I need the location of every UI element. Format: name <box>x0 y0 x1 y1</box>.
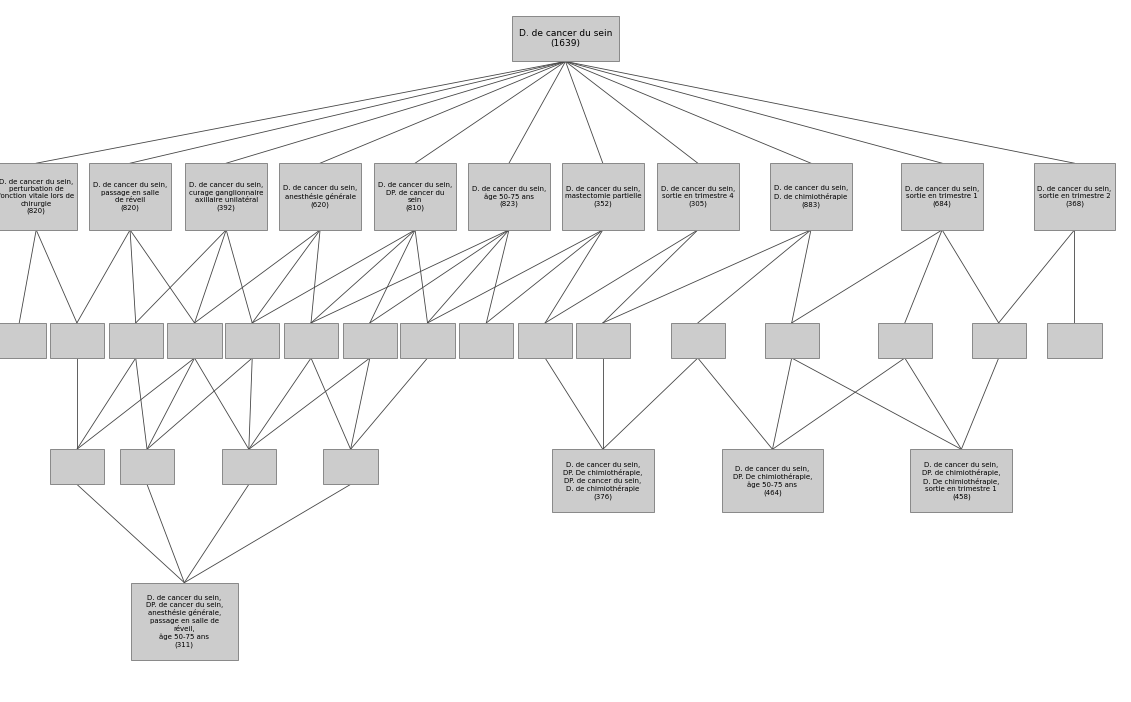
FancyBboxPatch shape <box>910 449 1012 512</box>
FancyBboxPatch shape <box>109 323 163 358</box>
FancyBboxPatch shape <box>765 323 819 358</box>
FancyBboxPatch shape <box>225 323 279 358</box>
FancyBboxPatch shape <box>901 164 983 230</box>
FancyBboxPatch shape <box>518 323 572 358</box>
FancyBboxPatch shape <box>671 323 725 358</box>
Text: D. de cancer du sein,
sortie en trimestre 2
(368): D. de cancer du sein, sortie en trimestr… <box>1037 186 1112 207</box>
Text: D. de cancer du sein
(1639): D. de cancer du sein (1639) <box>519 29 612 48</box>
Text: D. de cancer du sein,
anesthésie générale
(620): D. de cancer du sein, anesthésie général… <box>283 185 357 208</box>
FancyBboxPatch shape <box>89 164 171 230</box>
FancyBboxPatch shape <box>878 323 932 358</box>
Text: D. de cancer du sein,
DP. de cancer du sein,
anesthésie générale,
passage en sal: D. de cancer du sein, DP. de cancer du s… <box>146 595 223 648</box>
FancyBboxPatch shape <box>50 449 104 484</box>
FancyBboxPatch shape <box>323 449 378 484</box>
FancyBboxPatch shape <box>50 323 104 358</box>
FancyBboxPatch shape <box>343 323 397 358</box>
FancyBboxPatch shape <box>657 164 739 230</box>
FancyBboxPatch shape <box>552 449 654 512</box>
FancyBboxPatch shape <box>222 449 276 484</box>
FancyBboxPatch shape <box>468 164 550 230</box>
FancyBboxPatch shape <box>185 164 267 230</box>
Text: D. de cancer du sein,
DP. De chimiothérapie,
âge 50-75 ans
(464): D. de cancer du sein, DP. De chimiothéra… <box>733 466 812 496</box>
FancyBboxPatch shape <box>1034 164 1115 230</box>
Text: D. de cancer du sein,
sortie en trimestre 1
(684): D. de cancer du sein, sortie en trimestr… <box>905 186 979 207</box>
Text: D. de cancer du sein,
âge 50-75 ans
(823): D. de cancer du sein, âge 50-75 ans (823… <box>472 186 546 207</box>
Text: D. de cancer du sein,
sortie en trimestre 4
(305): D. de cancer du sein, sortie en trimestr… <box>661 186 735 207</box>
Text: D. de cancer du sein,
mastectomie partielle
(352): D. de cancer du sein, mastectomie partie… <box>564 186 641 207</box>
FancyBboxPatch shape <box>1047 323 1102 358</box>
FancyBboxPatch shape <box>770 164 852 230</box>
Text: D. de cancer du sein,
DP. de chimiothérapie,
D. De chimiothérapie,
sortie en tri: D. de cancer du sein, DP. de chimiothéra… <box>922 462 1001 500</box>
Text: D. de cancer du sein,
curage ganglionnaire
axillaire unilatéral
(392): D. de cancer du sein, curage ganglionnai… <box>189 183 264 211</box>
FancyBboxPatch shape <box>400 323 455 358</box>
FancyBboxPatch shape <box>0 164 77 230</box>
FancyBboxPatch shape <box>167 323 222 358</box>
Text: D. de cancer du sein,
perturbation de
fonction vitale lors de
chirurgie
(820): D. de cancer du sein, perturbation de fo… <box>0 179 75 214</box>
FancyBboxPatch shape <box>722 449 823 512</box>
FancyBboxPatch shape <box>459 323 513 358</box>
FancyBboxPatch shape <box>374 164 456 230</box>
FancyBboxPatch shape <box>131 583 239 660</box>
Text: D. de cancer du sein,
DP. De chimiothérapie,
DP. de cancer du sein,
D. de chimio: D. de cancer du sein, DP. De chimiothéra… <box>563 462 642 500</box>
FancyBboxPatch shape <box>284 323 338 358</box>
FancyBboxPatch shape <box>562 164 644 230</box>
FancyBboxPatch shape <box>576 323 630 358</box>
FancyBboxPatch shape <box>972 323 1026 358</box>
Text: D. de cancer du sein,
passage en salle
de réveil
(820): D. de cancer du sein, passage en salle d… <box>93 183 167 211</box>
Text: D. de cancer du sein,
DP. de cancer du
sein
(810): D. de cancer du sein, DP. de cancer du s… <box>378 183 452 211</box>
Text: D. de cancer du sein,
D. de chimiothérapie
(883): D. de cancer du sein, D. de chimiothérap… <box>774 185 848 208</box>
FancyBboxPatch shape <box>279 164 361 230</box>
FancyBboxPatch shape <box>511 15 620 62</box>
FancyBboxPatch shape <box>0 323 46 358</box>
FancyBboxPatch shape <box>120 449 174 484</box>
